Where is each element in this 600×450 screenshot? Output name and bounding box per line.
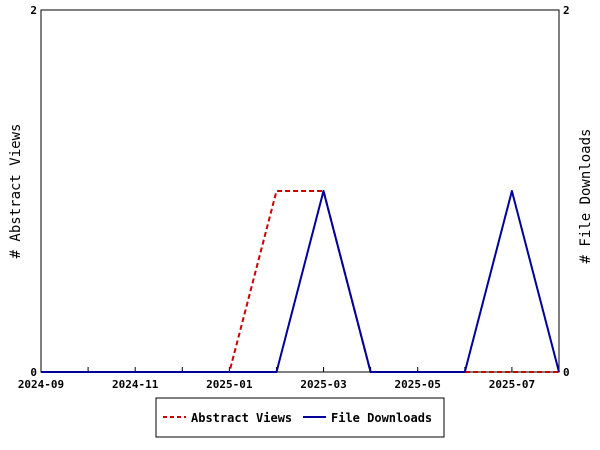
legend-label-file-downloads: File Downloads xyxy=(331,411,432,425)
y-axis-ticks: 0 2 0 2 xyxy=(30,4,569,379)
left-y-tick-label: 0 xyxy=(30,366,37,379)
left-y-tick-label: 2 xyxy=(30,4,37,17)
legend-box xyxy=(155,397,445,438)
x-tick-label: 2025-03 xyxy=(300,378,346,391)
legend-label-abstract-views: Abstract Views xyxy=(191,411,292,425)
legend: Abstract Views File Downloads xyxy=(155,397,445,438)
right-y-tick-label: 0 xyxy=(563,366,570,379)
series-layer xyxy=(41,190,560,373)
left-axis-title: # Abstract Views xyxy=(8,124,24,259)
x-tick-label: 2024-09 xyxy=(18,378,64,391)
right-axis-title: # File Downloads xyxy=(578,129,594,264)
series-line-file-downloads xyxy=(41,190,560,373)
x-tick-label: 2024-11 xyxy=(112,378,159,391)
x-axis-ticks: 2024-09 2024-11 2025-01 2025-03 2025-05 2025-… xyxy=(18,367,560,391)
x-tick-label: 2025-01 xyxy=(206,378,253,391)
plot-area xyxy=(40,9,560,373)
right-y-tick-label: 2 xyxy=(563,4,570,17)
x-tick-label: 2025-07 xyxy=(489,378,535,391)
x-tick-label: 2025-05 xyxy=(395,378,441,391)
